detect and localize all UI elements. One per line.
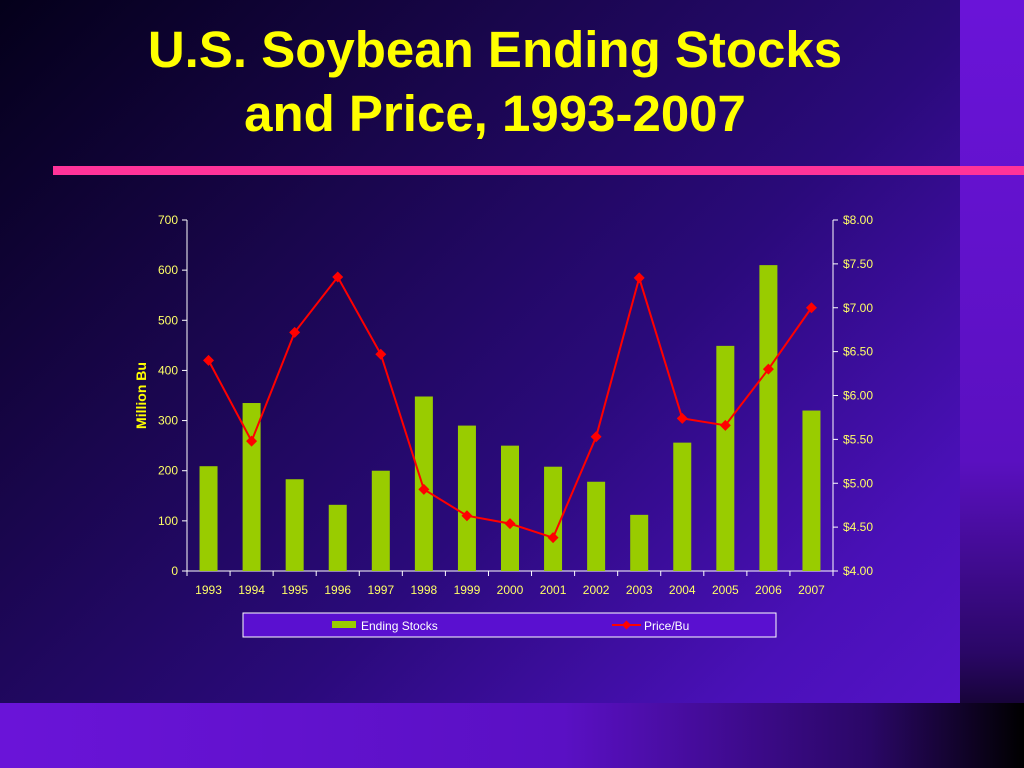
price-point-1998 (418, 483, 430, 495)
right-y-tick-label: $7.50 (843, 257, 873, 271)
bar-ending-stocks-1993 (199, 466, 218, 571)
bar-ending-stocks-1995 (285, 479, 304, 571)
left-y-tick-label: 700 (158, 213, 178, 227)
left-y-tick-label: 500 (158, 313, 178, 327)
x-tick-label: 2005 (712, 583, 739, 597)
x-tick-label: 1997 (367, 583, 394, 597)
price-point-1994 (246, 435, 258, 447)
legend-box (242, 612, 777, 638)
left-y-tick-label: 200 (158, 464, 178, 478)
price-point-2007 (805, 302, 817, 314)
bar-ending-stocks-1999 (457, 425, 476, 571)
price-point-2002 (590, 431, 602, 443)
price-line-series (203, 271, 817, 544)
bar-ending-stocks-1997 (371, 470, 390, 571)
right-y-tick-label: $4.50 (843, 520, 873, 534)
slide-title: U.S. Soybean Ending Stocks and Price, 19… (60, 18, 930, 146)
x-tick-label: 1995 (281, 583, 308, 597)
price-point-2001 (547, 532, 559, 544)
price-point-2006 (762, 363, 774, 375)
price-point-2000 (504, 518, 516, 530)
bar-ending-stocks-2007 (802, 410, 821, 571)
legend-label-price: Price/Bu (644, 619, 689, 633)
bar-ending-stocks-2004 (673, 442, 692, 571)
right-y-tick-label: $5.50 (843, 432, 873, 446)
bar-ending-stocks-2002 (587, 481, 606, 571)
chart-legend: Ending Stocks Price/Bu (242, 612, 777, 638)
title-underline-rule (53, 166, 1024, 175)
left-y-tick-label: 400 (158, 363, 178, 377)
bar-series (199, 265, 821, 571)
bar-ending-stocks-2001 (544, 466, 563, 571)
bar-ending-stocks-2005 (716, 345, 735, 571)
right-y-tick-label: $7.00 (843, 301, 873, 315)
price-point-2004 (676, 412, 688, 424)
right-y-tick-label: $6.00 (843, 389, 873, 403)
legend-swatch-ending-stocks (332, 621, 356, 628)
x-tick-label: 1993 (195, 583, 222, 597)
x-tick-label: 2001 (540, 583, 567, 597)
y-axis-title: Million Bu (133, 362, 149, 429)
price-point-1995 (289, 326, 301, 338)
price-point-2005 (719, 419, 731, 431)
price-point-1999 (461, 510, 473, 522)
slide-title-line-2: and Price, 1993-2007 (244, 85, 746, 142)
right-decorative-band (960, 0, 1024, 768)
x-tick-label: 1999 (454, 583, 481, 597)
left-y-tick-label: 100 (158, 514, 178, 528)
x-tick-label: 1998 (411, 583, 438, 597)
x-tick-label: 1994 (238, 583, 265, 597)
right-y-tick-label: $4.00 (843, 564, 873, 578)
bar-ending-stocks-2006 (759, 265, 778, 571)
tick-labels: 0 100 200 300 400 500 600 700 $4.00 $4.50 $5.00 $5.… (133, 213, 873, 597)
price-point-1996 (332, 271, 344, 283)
bar-ending-stocks-1994 (242, 403, 261, 571)
x-tick-label: 2006 (755, 583, 782, 597)
bar-ending-stocks-1998 (414, 396, 433, 571)
right-y-tick-label: $8.00 (843, 213, 873, 227)
slide-title-line-1: U.S. Soybean Ending Stocks (147, 21, 843, 78)
left-y-tick-label: 0 (171, 564, 178, 578)
legend-label-ending-stocks: Ending Stocks (361, 619, 438, 633)
bar-ending-stocks-2000 (501, 445, 519, 571)
x-tick-label: 2007 (798, 583, 825, 597)
left-y-tick-label: 600 (158, 263, 178, 277)
bottom-decorative-band (0, 703, 1024, 768)
bar-ending-stocks-2003 (630, 514, 649, 571)
x-tick-label: 2002 (583, 583, 610, 597)
x-tick-label: 1996 (324, 583, 351, 597)
right-y-tick-label: $5.00 (843, 476, 873, 490)
right-y-tick-label: $6.50 (843, 345, 873, 359)
left-y-tick-label: 300 (158, 414, 178, 428)
price-point-1997 (375, 348, 387, 360)
price-point-2003 (633, 272, 645, 284)
bar-ending-stocks-1996 (328, 504, 347, 571)
x-tick-label: 2003 (626, 583, 653, 597)
x-tick-label: 2000 (497, 583, 524, 597)
legend-swatch-price-marker (622, 620, 631, 630)
price-point-1993 (203, 354, 215, 366)
x-tick-label: 2004 (669, 583, 696, 597)
